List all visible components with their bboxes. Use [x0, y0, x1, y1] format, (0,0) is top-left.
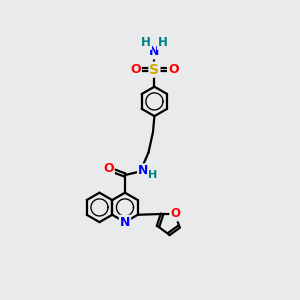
Text: O: O: [103, 162, 114, 175]
Text: O: O: [170, 208, 180, 220]
Text: H: H: [141, 36, 151, 49]
Text: N: N: [138, 164, 148, 177]
Text: O: O: [130, 63, 141, 76]
Text: N: N: [120, 216, 130, 229]
Text: N: N: [149, 45, 160, 58]
Text: S: S: [149, 63, 159, 76]
Text: H: H: [148, 170, 157, 180]
Text: O: O: [168, 63, 178, 76]
Text: H: H: [158, 36, 168, 49]
